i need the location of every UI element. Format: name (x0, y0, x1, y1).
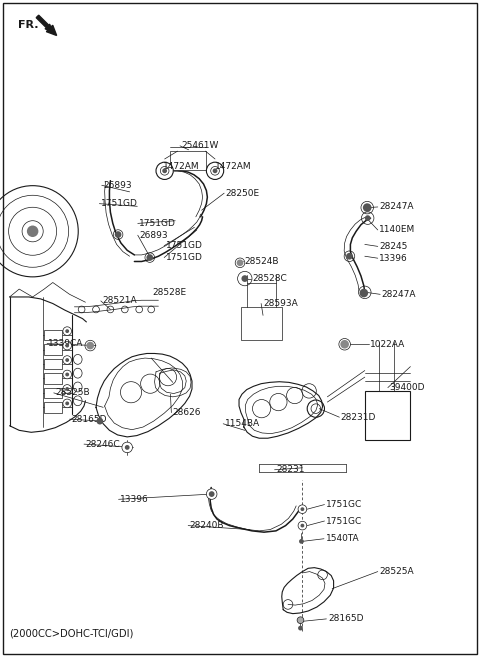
Circle shape (63, 341, 72, 350)
Circle shape (160, 166, 169, 175)
Circle shape (300, 524, 304, 528)
Circle shape (162, 168, 167, 173)
Circle shape (241, 275, 248, 282)
Circle shape (298, 625, 303, 631)
Text: 28528E: 28528E (153, 288, 187, 297)
Text: 28247A: 28247A (382, 290, 416, 299)
Circle shape (27, 225, 38, 237)
Bar (44, 359, 62, 369)
Text: 1339CA: 1339CA (48, 339, 84, 348)
Text: 13396: 13396 (120, 495, 149, 504)
Text: 28250E: 28250E (226, 189, 260, 198)
Circle shape (122, 442, 132, 453)
Circle shape (65, 373, 69, 376)
Circle shape (65, 344, 69, 348)
Circle shape (298, 521, 307, 530)
Text: 1140EM: 1140EM (379, 225, 416, 235)
Circle shape (211, 166, 219, 175)
Text: 1472AM: 1472AM (163, 162, 200, 171)
Text: 1751GC: 1751GC (326, 516, 363, 526)
Bar (170, 151, 206, 170)
Circle shape (63, 370, 72, 379)
Bar (241, 307, 282, 340)
Circle shape (300, 507, 304, 511)
Text: FR.: FR. (18, 20, 39, 30)
Text: 1154BA: 1154BA (225, 419, 260, 428)
Text: 39400D: 39400D (389, 383, 424, 392)
Circle shape (206, 162, 224, 179)
Text: 28165D: 28165D (71, 415, 107, 424)
Bar (44, 373, 62, 384)
FancyArrow shape (36, 15, 57, 35)
Text: 26893: 26893 (103, 181, 132, 190)
Text: 28245: 28245 (379, 242, 408, 251)
Circle shape (298, 505, 307, 514)
Circle shape (363, 203, 372, 212)
Text: 13396: 13396 (379, 254, 408, 263)
Circle shape (209, 491, 215, 497)
Circle shape (63, 384, 72, 394)
Text: 28521A: 28521A (102, 296, 137, 306)
Circle shape (156, 162, 173, 179)
Text: 1751GD: 1751GD (101, 199, 138, 208)
Circle shape (65, 358, 69, 362)
Text: 1751GD: 1751GD (139, 219, 176, 228)
Circle shape (360, 288, 368, 298)
Text: 28247A: 28247A (379, 202, 414, 212)
Circle shape (299, 539, 304, 544)
Text: 28525A: 28525A (379, 567, 414, 576)
Circle shape (86, 342, 94, 350)
Circle shape (237, 260, 243, 266)
Circle shape (65, 329, 69, 333)
Circle shape (346, 253, 353, 260)
Circle shape (96, 418, 103, 424)
Circle shape (65, 401, 69, 405)
Circle shape (297, 617, 304, 623)
Text: 1751GC: 1751GC (326, 500, 363, 509)
Text: 28525B: 28525B (55, 388, 90, 397)
Text: 28240B: 28240B (190, 521, 224, 530)
Bar (44, 402, 62, 413)
Circle shape (213, 168, 217, 173)
Circle shape (22, 221, 43, 242)
Text: 28231: 28231 (276, 465, 304, 474)
Circle shape (65, 387, 69, 391)
Circle shape (365, 215, 371, 221)
Bar (44, 330, 62, 340)
Bar (365, 391, 410, 440)
Text: 1751GD: 1751GD (166, 241, 203, 250)
Circle shape (115, 231, 121, 238)
Text: 28626: 28626 (173, 408, 201, 417)
Text: 1540TA: 1540TA (326, 534, 360, 543)
Text: 1751GD: 1751GD (166, 253, 203, 262)
Circle shape (340, 340, 349, 349)
Circle shape (63, 355, 72, 365)
Circle shape (63, 327, 72, 336)
Text: 28231D: 28231D (341, 413, 376, 422)
Text: 28246C: 28246C (85, 440, 120, 449)
Text: 28524B: 28524B (245, 257, 279, 266)
Text: 1022AA: 1022AA (370, 340, 405, 349)
Text: (2000CC>DOHC-TCI/GDI): (2000CC>DOHC-TCI/GDI) (9, 628, 133, 639)
Text: 26893: 26893 (139, 231, 168, 240)
Text: 28528C: 28528C (252, 274, 287, 283)
Circle shape (125, 445, 130, 450)
Text: 1472AM: 1472AM (215, 162, 252, 171)
Text: 25461W: 25461W (181, 141, 219, 150)
Circle shape (206, 489, 217, 499)
Text: 28593A: 28593A (263, 299, 298, 308)
Text: 28165D: 28165D (329, 614, 364, 623)
Circle shape (146, 254, 153, 261)
Bar (44, 344, 62, 355)
Bar (44, 388, 62, 398)
Circle shape (63, 399, 72, 408)
